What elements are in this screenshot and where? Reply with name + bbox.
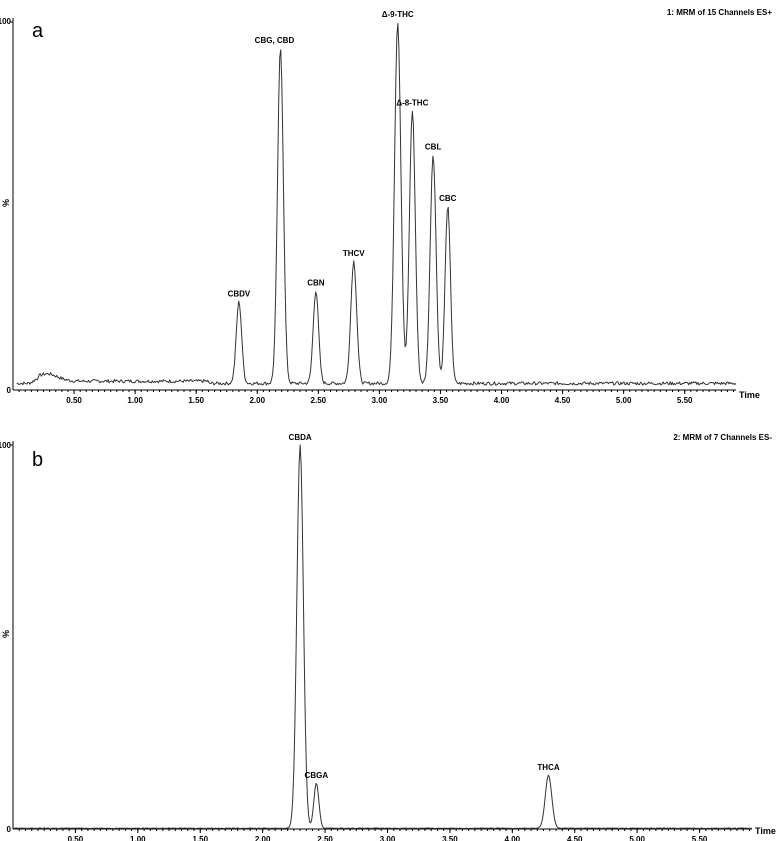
panel-b-x-tick-label: 1.50 <box>192 835 208 841</box>
panel-a-x-tick-label: 2.00 <box>249 396 265 405</box>
panel-b-x-tick-label: 4.00 <box>505 835 521 841</box>
panel-b-letter: b <box>32 449 43 471</box>
panel-a-x-tick-label: 0.50 <box>66 396 82 405</box>
panel-a-x-tick-label: 1.00 <box>127 396 143 405</box>
panel-a-peak-label-cbg-cbd: CBG, CBD <box>255 36 295 45</box>
panel-b-x-tick-label: 4.50 <box>567 835 583 841</box>
panel-b-y-tick-label-100: 100 <box>0 441 12 450</box>
panel-b-x-tick-label: 2.50 <box>317 835 333 841</box>
panel-b-trace-line <box>12 444 753 830</box>
panel-b-peak-label-thca: THCA <box>537 763 559 772</box>
panel-a-peak-label-cbdv: CBDV <box>228 290 251 299</box>
panel-b-y-axis-title: % <box>1 630 11 638</box>
panel-b-x-tick-label: 0.50 <box>68 835 84 841</box>
panel-a-y-axis-title: % <box>1 199 11 207</box>
panel-b-header: 2: MRM of 7 Channels ES- <box>673 433 772 442</box>
panel-b-peak-label-cbda: CBDA <box>289 433 312 442</box>
panel-a-letter: a <box>32 20 44 42</box>
panel-a-x-tick-label: 1.50 <box>188 396 204 405</box>
panel-a-peak-label-cbn: CBN <box>307 279 325 288</box>
panel-a-x-tick-label: 3.00 <box>372 396 388 405</box>
panel-a-peak-label-cbc: CBC <box>439 194 457 203</box>
panel-a-y-tick-label-100: 100 <box>0 17 12 26</box>
panel-b-x-tick-label: 5.50 <box>692 835 708 841</box>
panel-b-x-tick-label: 2.00 <box>255 835 271 841</box>
panel-a-x-tick-label: 3.50 <box>433 396 449 405</box>
panel-a-peak-label-9-thc: Δ-9-THC <box>382 10 414 19</box>
panel-a-header: 1: MRM of 15 Channels ES+ <box>667 8 772 17</box>
panel-a-x-tick-label: 2.50 <box>311 396 327 405</box>
panel-a-x-tick-label: 4.50 <box>555 396 571 405</box>
panel-b-x-axis-title: Time <box>755 826 776 836</box>
panel-b-x-tick-label: 3.50 <box>442 835 458 841</box>
panel-a-trace-line <box>16 22 737 386</box>
panel-a-x-tick-label: 5.50 <box>677 396 693 405</box>
panel-b-y-tick-label-0: 0 <box>7 825 12 834</box>
panel-a-peak-label-cbl: CBL <box>425 142 442 151</box>
panel-b-peak-label-cbga: CBGA <box>305 771 329 780</box>
panel-a-x-tick-label: 4.00 <box>494 396 510 405</box>
panel-a-peak-label-thcv: THCV <box>343 249 365 258</box>
panel-a-x-tick-label: 5.00 <box>616 396 632 405</box>
panel-a-peak-label-8-thc: Δ-8-THC <box>396 98 428 107</box>
panel-b-x-tick-label: 1.00 <box>130 835 146 841</box>
panel-a-x-axis-title: Time <box>739 390 760 400</box>
panel-b-x-tick-label: 5.00 <box>629 835 645 841</box>
panel-b-x-tick-label: 3.00 <box>380 835 396 841</box>
panel-a-y-tick-label-0: 0 <box>7 386 12 395</box>
